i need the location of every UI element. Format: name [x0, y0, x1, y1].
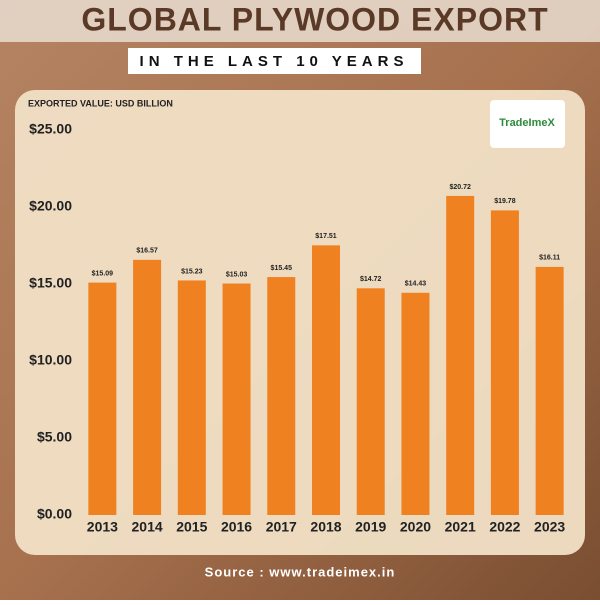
x-tick-label: 2020 — [400, 519, 431, 535]
x-tick-label: 2015 — [176, 519, 207, 535]
bar — [446, 195, 475, 516]
x-tick-label: 2018 — [310, 519, 341, 535]
logo: TradeImeX — [499, 117, 555, 129]
x-tick-label: 2022 — [489, 519, 520, 535]
y-tick-label: $20.00 — [29, 198, 72, 214]
value-label: $19.78 — [494, 198, 516, 205]
value-label: $15.23 — [181, 268, 203, 275]
bar — [267, 277, 296, 515]
x-tick-label: 2013 — [87, 519, 118, 535]
value-label: $14.72 — [360, 276, 382, 283]
x-tick-label: 2014 — [132, 519, 163, 535]
bar — [401, 292, 430, 515]
plot: $0.00 $5.00 $10.00 $15.00 $20.00 $25.00 2013 $1… — [29, 121, 565, 535]
value-label: $16.11 — [539, 255, 560, 262]
value-label: $16.57 — [136, 248, 158, 255]
x-tick-label: 2016 — [221, 519, 252, 535]
subtitle-box — [128, 48, 421, 74]
x-tick-label: 2021 — [445, 519, 476, 535]
y-tick-label: $25.00 — [29, 121, 72, 137]
value-label: $15.03 — [226, 271, 248, 278]
x-tick-label: 2017 — [266, 519, 297, 535]
bar — [222, 283, 251, 515]
value-label: $14.43 — [405, 281, 427, 288]
y-tick-label: $5.00 — [37, 429, 72, 445]
title: GLOBAL PLYWOOD EXPORT — [81, 1, 548, 37]
title-band — [0, 0, 600, 42]
y-tick-label: $0.00 — [37, 506, 72, 522]
bar — [356, 288, 385, 515]
bar — [490, 210, 519, 515]
value-label: $15.45 — [271, 265, 293, 272]
x-tick-label: 2023 — [534, 519, 565, 535]
bar — [177, 280, 206, 515]
bar — [133, 259, 162, 515]
bar — [535, 266, 564, 515]
y-tick-label: $15.00 — [29, 275, 72, 291]
value-label: $17.51 — [315, 233, 337, 240]
x-tick-label: 2019 — [355, 519, 386, 535]
subtitle: IN THE LAST 10 YEARS — [140, 53, 409, 70]
value-label: $15.09 — [92, 270, 114, 277]
value-label: $20.72 — [449, 184, 471, 191]
logo-box — [490, 100, 565, 148]
bar — [312, 245, 340, 515]
y-tick-label: $10.00 — [29, 352, 72, 368]
bar — [88, 282, 117, 515]
y-axis-label: EXPORTED VALUE: USD BILLION — [28, 98, 173, 108]
source: Source : www.tradeimex.in — [205, 564, 396, 579]
